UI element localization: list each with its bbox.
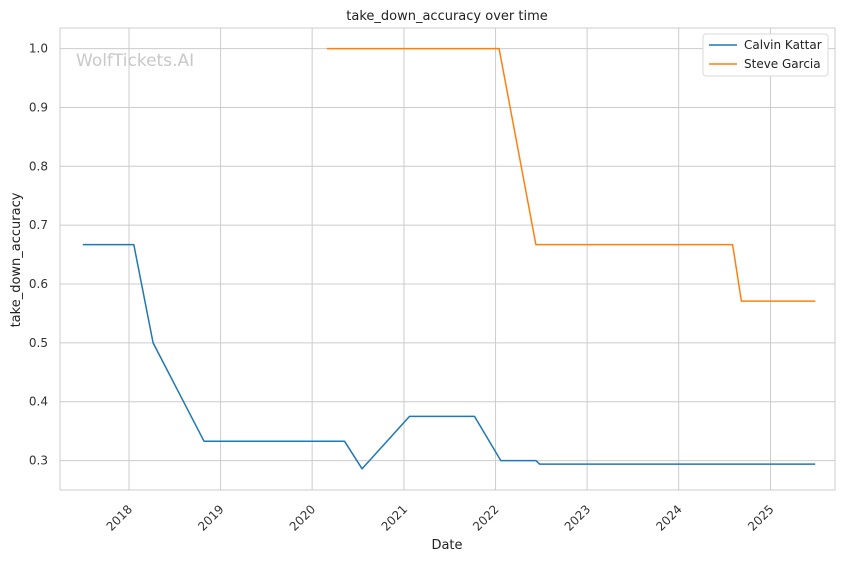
y-tick-label: 0.9: [29, 100, 48, 114]
plot-frame: [59, 27, 836, 491]
y-tick-label: 0.6: [29, 277, 48, 291]
y-tick-label: 0.4: [29, 395, 48, 409]
chart-title: take_down_accuracy over time: [346, 9, 547, 24]
legend-label-steve-garcia: Steve Garcia: [744, 57, 821, 71]
watermark: WolfTickets.AI: [76, 51, 194, 71]
x-axis-label: Date: [431, 538, 462, 553]
y-tick-label: 0.7: [29, 218, 48, 232]
y-tick-labels: 0.3 0.4 0.5 0.6 0.7 0.8 0.9 1.0: [29, 42, 48, 468]
legend-label-calvin-kattar: Calvin Kattar: [744, 38, 822, 52]
y-tick-label: 1.0: [29, 42, 48, 56]
series-line-steve-garcia: [326, 47, 816, 302]
y-tick-label: 0.5: [29, 336, 48, 350]
legend: Calvin Kattar Steve Garcia: [702, 33, 829, 77]
series-line-calvin-kattar: [82, 243, 816, 470]
y-tick-label: 0.3: [29, 454, 48, 468]
y-tick-label: 0.8: [29, 159, 48, 173]
y-axis-label: take_down_accuracy: [9, 192, 24, 327]
series-lines: [82, 47, 816, 470]
grid: [60, 28, 835, 490]
